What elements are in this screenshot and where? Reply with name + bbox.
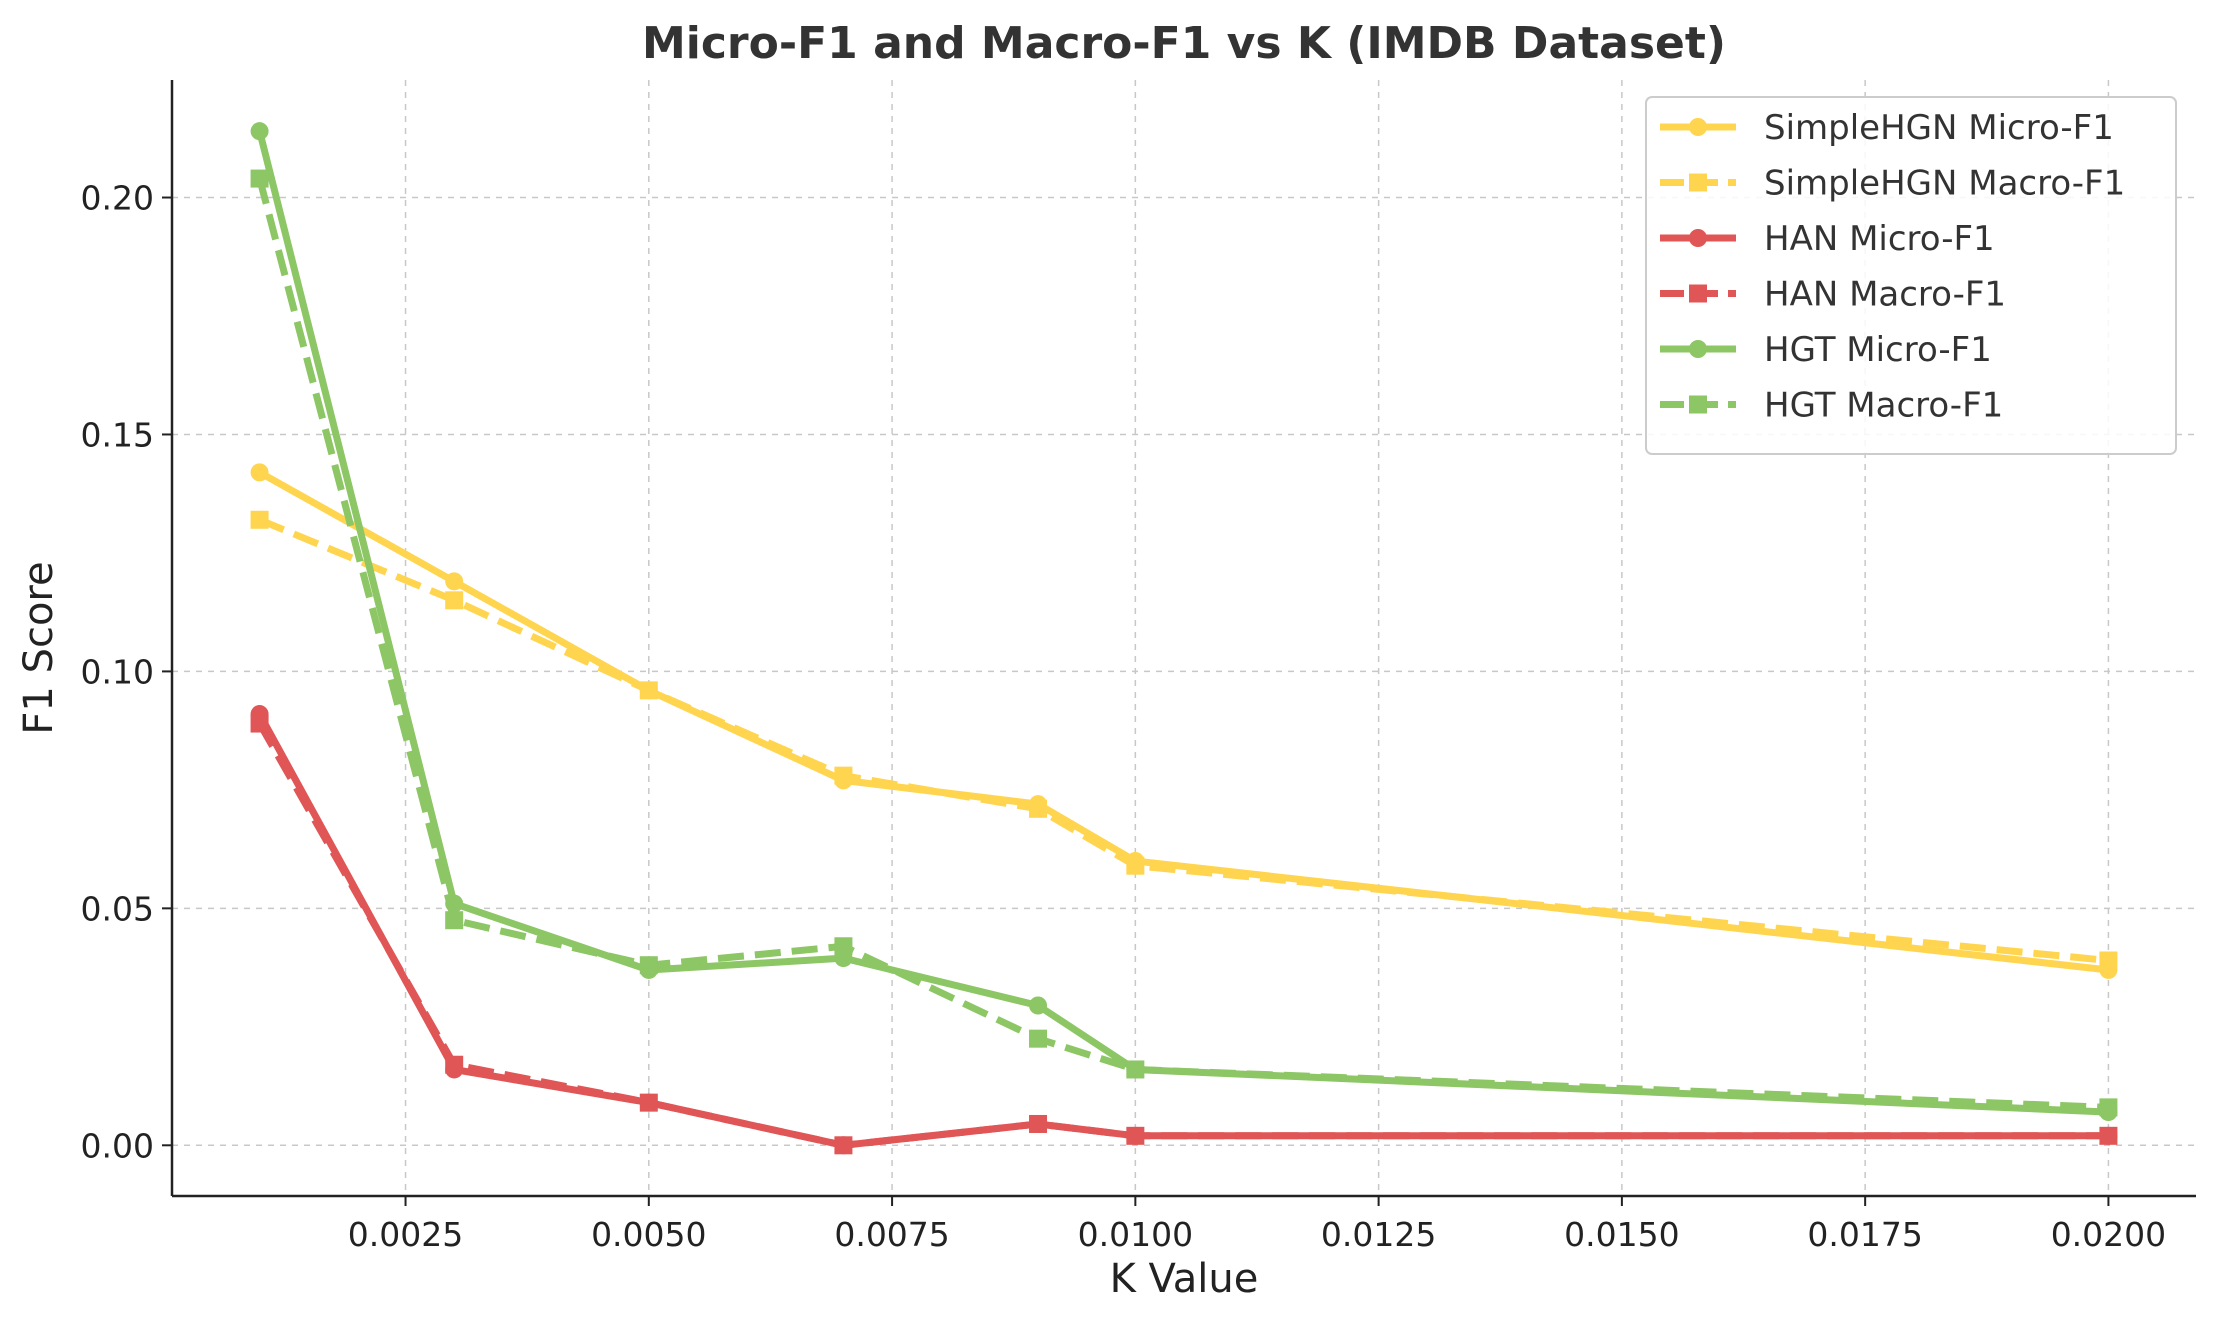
data-point-han-macro-f1 [1126,1126,1145,1145]
data-point-han-macro-f1 [834,1136,853,1155]
y-tick-label: 0.00 [81,1126,154,1165]
series-lines [250,122,2118,1155]
data-point-simplehgn-macro-f1 [639,681,658,700]
axes [162,80,2196,1206]
legend-label: HGT Macro-F1 [1764,386,2003,426]
data-point-simplehgn-macro-f1 [834,766,853,785]
data-point-han-macro-f1 [2099,1126,2118,1145]
tick-labels: 0.0025 0.0050 0.0075 0.0100 0.0125 0.0150 0.01… [81,179,2167,1254]
data-point-han-macro-f1 [1029,1114,1048,1133]
data-point-hgt-macro-f1 [1029,1029,1048,1048]
data-point-simplehgn-micro-f1 [445,572,464,591]
data-point-han-macro-f1 [639,1093,658,1112]
data-point-han-macro-f1 [445,1055,464,1074]
x-tick-label: 0.0125 [1321,1215,1436,1254]
legend-entry: HGT Macro-F1 [1660,386,2003,426]
x-tick-label: 0.0025 [348,1215,463,1254]
data-point-hgt-macro-f1 [834,937,853,956]
data-point-hgt-micro-f1 [250,122,269,141]
legend: SimpleHGN Micro-F1 SimpleHGN Macro-F1 HAN … [1645,96,2177,455]
chart-title: Micro-F1 and Macro-F1 vs K (IMDB Dataset… [642,18,1726,69]
legend-label: HGT Micro-F1 [1764,330,1992,370]
legend-marker [1689,173,1707,192]
legend-label: SimpleHGN Micro-F1 [1764,108,2114,148]
legend-box [1645,96,2177,455]
data-point-hgt-macro-f1 [639,956,658,975]
legend-marker [1689,118,1707,136]
legend-marker [1689,395,1707,414]
data-point-simplehgn-macro-f1 [1029,799,1048,818]
y-tick-label: 0.15 [81,415,154,454]
data-point-hgt-macro-f1 [2099,1098,2118,1117]
data-point-hgt-macro-f1 [1126,1060,1145,1079]
legend-marker [1689,284,1707,303]
x-tick-label: 0.0200 [2051,1215,2166,1254]
x-axis-label: K Value [1110,1256,1259,1302]
legend-entry: HAN Macro-F1 [1660,275,2006,315]
legend-label: HAN Micro-F1 [1764,219,1995,259]
data-point-hgt-macro-f1 [445,911,464,930]
data-point-simplehgn-macro-f1 [445,591,464,610]
y-tick-label: 0.20 [81,179,154,218]
data-point-simplehgn-macro-f1 [250,510,269,529]
legend-entry: HAN Micro-F1 [1660,219,1995,259]
data-point-hgt-micro-f1 [1029,996,1048,1015]
data-point-han-macro-f1 [250,714,269,733]
series-han-macro-f1 [250,714,2118,1155]
legend-entry: HGT Micro-F1 [1660,330,1992,370]
y-axis-label: F1 Score [16,561,62,734]
x-tick-label: 0.0075 [834,1215,949,1254]
data-point-simplehgn-macro-f1 [1126,856,1145,875]
y-tick-label: 0.10 [81,652,154,691]
legend-label: HAN Macro-F1 [1764,275,2006,315]
legend-label: SimpleHGN Macro-F1 [1764,164,2125,204]
series-simplehgn-macro-f1 [250,510,2118,970]
x-tick-label: 0.0175 [1807,1215,1922,1254]
series-hgt-macro-f1 [250,169,2118,1117]
legend-entry: SimpleHGN Macro-F1 [1660,164,2125,204]
x-tick-label: 0.0100 [1078,1215,1193,1254]
data-point-hgt-macro-f1 [250,169,269,188]
x-tick-label: 0.0150 [1564,1215,1679,1254]
legend-marker [1689,229,1707,247]
y-tick-label: 0.05 [81,889,154,928]
x-tick-label: 0.0050 [591,1215,706,1254]
legend-entry: SimpleHGN Micro-F1 [1660,108,2114,148]
data-point-simplehgn-macro-f1 [2099,951,2118,970]
legend-marker [1689,340,1707,358]
data-point-simplehgn-micro-f1 [250,463,269,482]
